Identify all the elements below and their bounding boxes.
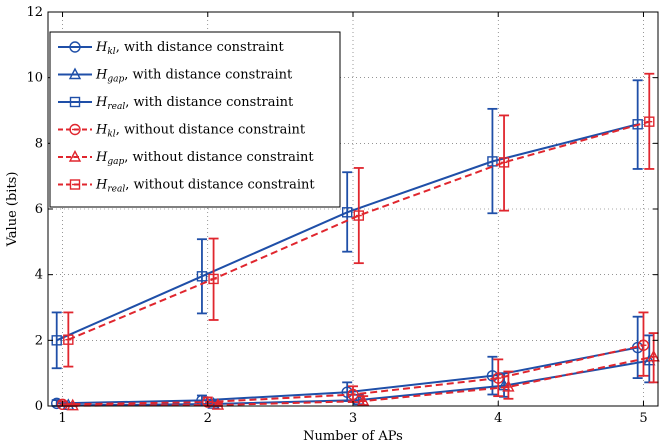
y-tick-label: 4 xyxy=(35,268,43,283)
legend-label-rest: , without distance constraint xyxy=(124,150,314,165)
legend-label-sub: kl xyxy=(107,47,115,57)
legend-entry: Hgap, without distance constraint xyxy=(58,149,314,167)
legend-marker xyxy=(69,96,81,108)
series-2 xyxy=(51,79,643,370)
legend-marker xyxy=(69,179,81,190)
data-point xyxy=(341,207,353,218)
x-tick-label: 5 xyxy=(639,411,647,426)
series-line xyxy=(67,120,650,341)
data-point xyxy=(487,156,498,167)
data-point xyxy=(353,210,365,221)
legend-label-main: H xyxy=(95,95,108,110)
data-point xyxy=(357,394,370,406)
data-point xyxy=(492,372,504,384)
legend-label-sub: real xyxy=(107,185,125,195)
legend-label-rest: , with distance constraint xyxy=(125,95,294,110)
legend-marker xyxy=(68,67,82,80)
series-0 xyxy=(51,315,644,410)
legend-label: Hgap, without distance constraint xyxy=(95,150,314,167)
data-point xyxy=(498,157,510,168)
legend-label: Hreal, with distance constraint xyxy=(95,95,294,112)
legend-label-main: H xyxy=(95,68,108,83)
grid xyxy=(48,12,658,406)
legend-entry: Hgap, with distance constraint xyxy=(58,67,293,85)
series-5 xyxy=(63,72,655,368)
series-1 xyxy=(62,334,656,411)
x-tick-label: 2 xyxy=(204,411,212,426)
legend-label-main: H xyxy=(95,178,108,193)
legend-label-rest: , with distance constraint xyxy=(116,40,285,55)
series-layer xyxy=(51,72,660,411)
legend-label: Hkl, without distance constraint xyxy=(95,123,306,140)
y-tick-label: 6 xyxy=(35,202,43,217)
data-point xyxy=(637,339,650,351)
legend-label-sub: gap xyxy=(107,75,124,85)
data-point xyxy=(644,116,655,127)
legend-entry: Hreal, without distance constraint xyxy=(58,178,315,195)
legend-label-main: H xyxy=(95,40,108,55)
legend-label-sub: real xyxy=(107,102,125,112)
legend-entry: Hkl, with distance constraint xyxy=(58,40,284,57)
legend-entry: Hreal, with distance constraint xyxy=(58,95,294,112)
y-tick-label: 8 xyxy=(35,136,43,151)
x-tick-label: 3 xyxy=(349,411,357,426)
legend-label-rest: , without distance constraint xyxy=(116,123,306,138)
y-tick-label: 10 xyxy=(26,71,43,86)
legend-label: Hgap, with distance constraint xyxy=(95,68,293,85)
legend-label-sub: kl xyxy=(107,130,115,140)
data-point xyxy=(643,353,656,366)
x-tick-label: 1 xyxy=(58,411,66,426)
y-tick-label: 2 xyxy=(35,333,43,348)
legend-label: Hkl, with distance constraint xyxy=(95,40,284,57)
y-axis-label: Value (bits) xyxy=(5,172,20,248)
data-point xyxy=(647,349,660,362)
series-4 xyxy=(66,332,660,411)
legend-box xyxy=(49,31,341,208)
legend-label-rest: , without distance constraint xyxy=(125,178,315,193)
legend-label-sub: gap xyxy=(107,157,124,167)
legend-marker xyxy=(69,123,81,136)
legend-marker xyxy=(68,149,82,162)
data-point xyxy=(632,119,643,130)
legend-label-main: H xyxy=(95,150,108,165)
y-tick-label: 12 xyxy=(26,5,43,20)
data-point xyxy=(211,398,225,410)
legend-entry: Hkl, without distance constraint xyxy=(58,123,306,140)
legend-label-rest: , with distance constraint xyxy=(124,68,293,83)
data-point xyxy=(502,379,515,392)
legend-label: Hreal, without distance constraint xyxy=(95,178,315,195)
x-tick-label: 4 xyxy=(494,411,502,426)
y-tick-label: 0 xyxy=(35,399,43,414)
data-point xyxy=(63,334,74,345)
data-point xyxy=(208,273,219,285)
x-axis-label: Number of APs xyxy=(303,429,403,444)
data-point xyxy=(196,271,208,282)
data-point xyxy=(347,388,359,401)
legend-marker xyxy=(69,41,81,53)
legend-label-main: H xyxy=(95,123,108,138)
